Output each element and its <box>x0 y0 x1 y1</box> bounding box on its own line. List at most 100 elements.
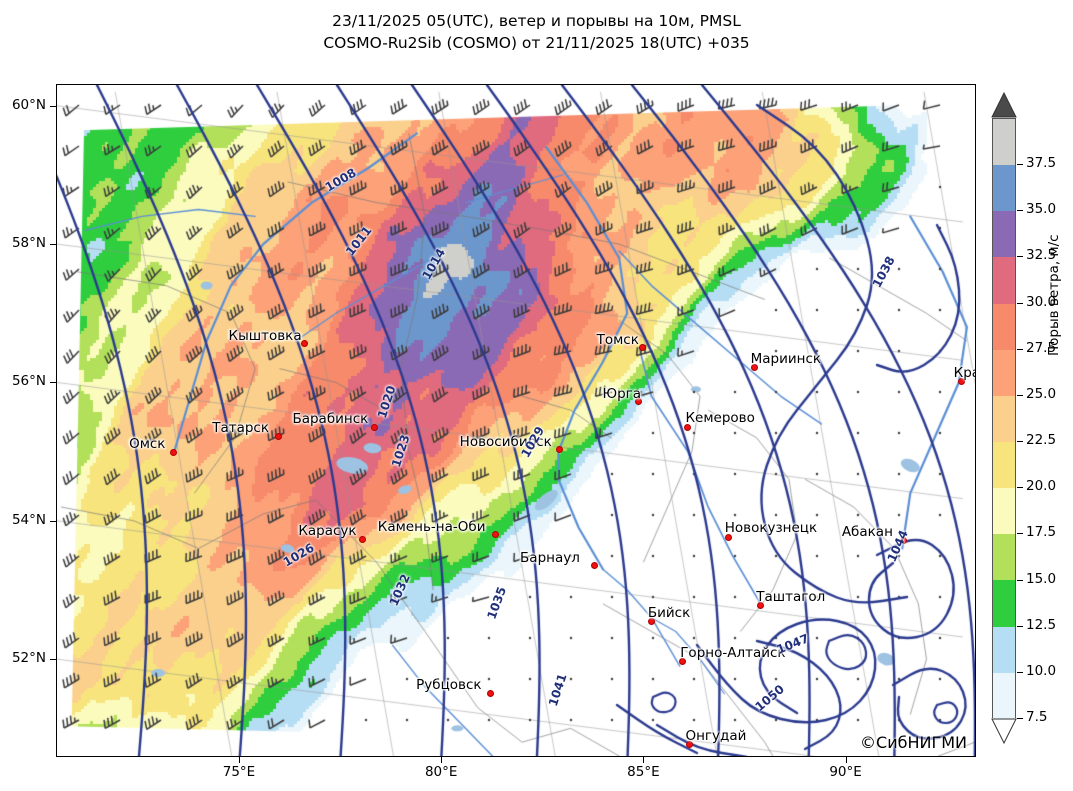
city-dot <box>648 618 656 626</box>
colorbar-tick <box>1017 164 1023 166</box>
colorbar-tick <box>1017 302 1023 304</box>
city-label: Карасук <box>298 523 357 540</box>
colorbar-segment <box>993 257 1015 304</box>
city-label: Томск <box>596 331 639 348</box>
lon-label: 75°E <box>222 764 256 780</box>
copyright-credit: ©СибНИГМИ <box>860 733 967 752</box>
lat-tick <box>50 659 56 661</box>
city-label: Новокузнецк <box>724 520 818 537</box>
lon-tick <box>238 757 240 763</box>
city-label: Кемерово <box>685 410 755 427</box>
colorbar-segment <box>993 626 1015 673</box>
city-label: Барнаул <box>520 549 580 566</box>
city-label: Кыштовка <box>228 327 302 344</box>
city-label: Рубцовск <box>416 677 482 694</box>
city-dot <box>300 340 308 348</box>
colorbar <box>991 92 1017 744</box>
map-plot-area: Кыштовка Барабинск Татарск Омск Карасук Камен… <box>56 84 976 757</box>
colorbar-axis-label: Порыв ветра, м/с <box>1046 234 1062 356</box>
lat-label: 54°N <box>11 511 46 528</box>
colorbar-segment <box>993 534 1015 581</box>
city-label: Горно-Алтайск <box>680 644 786 661</box>
colorbar-tick <box>1017 210 1023 212</box>
colorbar-segment <box>993 165 1015 212</box>
colorbar-tick-label: 25.0 <box>1026 385 1057 402</box>
colorbar-tick <box>1017 671 1023 673</box>
colorbar-segment <box>993 580 1015 627</box>
city-dot <box>590 562 598 570</box>
colorbar-tick <box>1017 579 1023 581</box>
city-dot <box>274 432 282 440</box>
city-dot <box>678 658 686 666</box>
title-line-1: 23/11/2025 05(UTC), ветер и порывы на 10… <box>332 12 741 30</box>
city-label: Юрга <box>602 385 642 402</box>
colorbar-segment <box>993 349 1015 396</box>
city-dot <box>556 446 564 454</box>
city-dot <box>486 689 494 697</box>
city-dot <box>725 533 733 541</box>
colorbar-over-arrow-icon <box>991 92 1017 118</box>
colorbar-tick-label: 35.0 <box>1026 201 1057 218</box>
city-label: Татарск <box>212 420 270 437</box>
colorbar-segment <box>993 395 1015 442</box>
lat-label: 58°N <box>11 235 46 252</box>
colorbar-tick-label: 30.0 <box>1026 293 1057 310</box>
chart-title: 23/11/2025 05(UTC), ветер и порывы на 10… <box>0 10 1073 54</box>
city-dot <box>683 423 691 431</box>
colorbar-tick-label: 7.5 <box>1026 709 1048 725</box>
colorbar-tick-label: 32.5 <box>1026 247 1057 264</box>
city-label: Мариинск <box>750 350 822 367</box>
colorbar-tick <box>1017 625 1023 627</box>
colorbar-tick-label: 17.5 <box>1026 524 1057 541</box>
colorbar-tick <box>1017 256 1023 258</box>
colorbar-segment <box>993 303 1015 350</box>
colorbar-tick <box>1017 718 1023 719</box>
city-label: Бийск <box>647 604 691 621</box>
lon-tick <box>643 757 645 763</box>
city-dot <box>492 531 500 539</box>
city-dot <box>756 602 764 610</box>
lon-label: 85°E <box>627 764 660 780</box>
city-dot <box>958 378 966 386</box>
lat-label: 56°N <box>11 373 46 390</box>
lat-tick <box>50 520 56 522</box>
colorbar-segment <box>993 441 1015 489</box>
colorbar-tick <box>1017 533 1023 535</box>
colorbar-segment <box>993 488 1015 535</box>
colorbar-segment <box>993 211 1015 258</box>
weather-field-canvas <box>57 85 975 756</box>
city-label: Таштагол <box>756 588 826 605</box>
colorbar-tick-label: 37.5 <box>1026 155 1057 172</box>
city-label: Камень-на-Оби <box>377 518 486 535</box>
city-dot <box>685 741 693 749</box>
colorbar-segment <box>993 119 1015 166</box>
city-label: Новосибирск <box>459 433 552 450</box>
lon-tick <box>441 757 443 763</box>
lat-label: 52°N <box>11 650 46 667</box>
colorbar-segment <box>993 672 1015 719</box>
city-label: Красноярск <box>953 364 975 381</box>
city-dot <box>358 535 366 543</box>
colorbar-tick-label: 12.5 <box>1026 616 1057 633</box>
city-label: Омск <box>129 436 166 453</box>
lon-tick <box>845 757 847 763</box>
colorbar-tick <box>1017 394 1023 396</box>
city-dot <box>635 398 643 406</box>
colorbar-tick <box>1017 348 1023 350</box>
lat-tick <box>50 244 56 246</box>
colorbar-tick-label: 10.0 <box>1026 662 1057 679</box>
city-dot <box>639 344 647 352</box>
city-label: Абакан <box>841 524 893 541</box>
colorbar-tick-label: 15.0 <box>1026 570 1057 587</box>
lat-tick <box>50 382 56 384</box>
lon-label: 80°E <box>424 764 458 780</box>
colorbar-tick <box>1017 441 1023 443</box>
colorbar-tick <box>1017 487 1023 489</box>
lat-tick <box>50 105 56 107</box>
lat-label: 60°N <box>11 96 46 113</box>
city-dot <box>169 448 177 456</box>
colorbar-tick-label: 22.5 <box>1026 432 1057 449</box>
lon-label: 90°E <box>829 764 862 780</box>
title-line-2: COSMO-Ru2Sib (COSMO) от 21/11/2025 18(UT… <box>323 34 750 52</box>
